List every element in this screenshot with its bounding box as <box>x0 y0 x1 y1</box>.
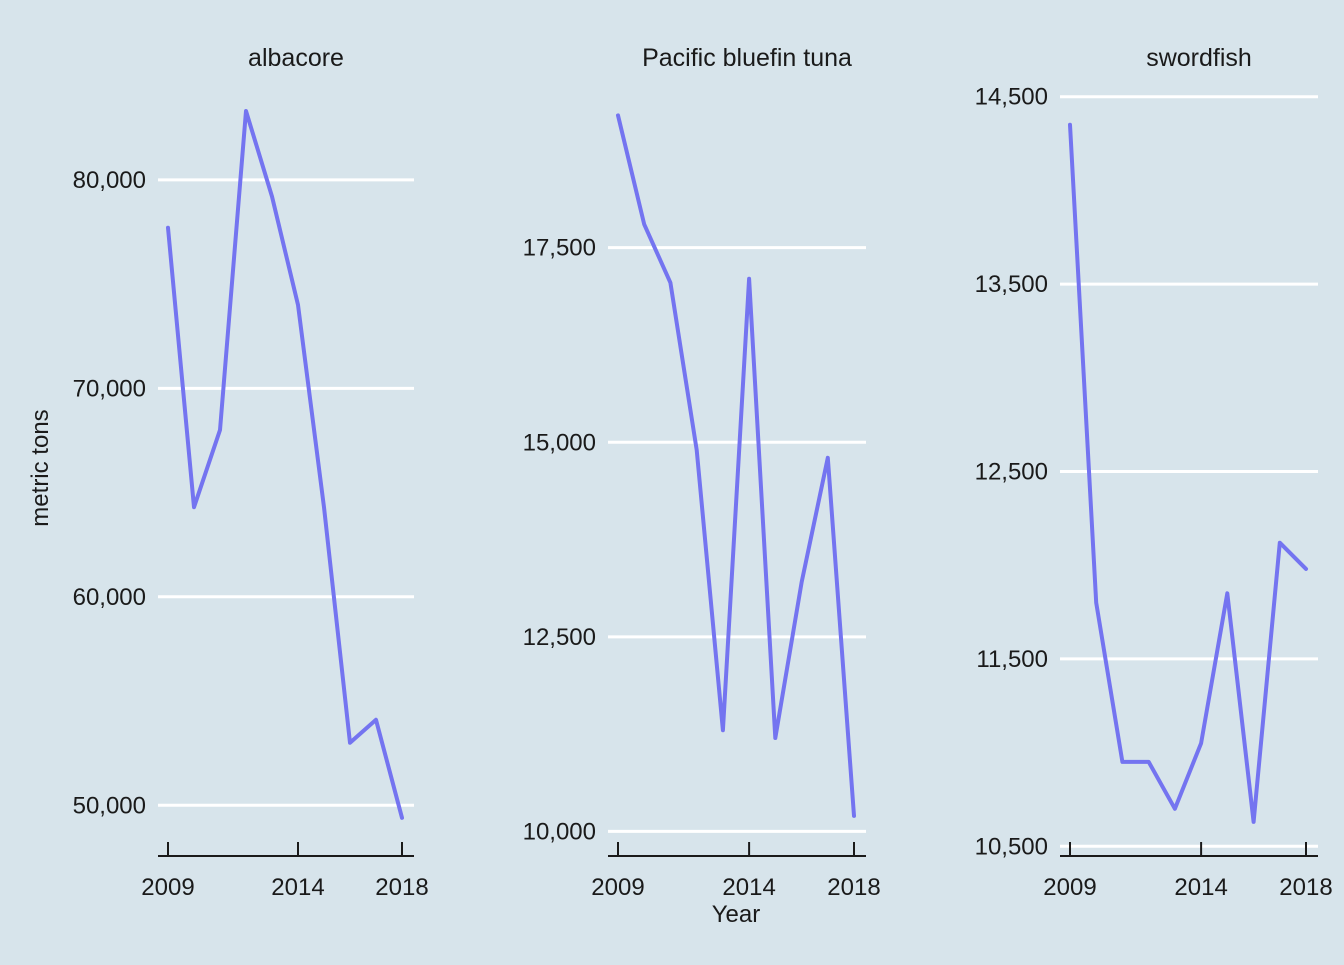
panel-title-2: Pacific bluefin tuna <box>642 44 852 72</box>
x-tick-label: 2014 <box>1174 874 1227 901</box>
x-tick-label: 2018 <box>375 874 428 901</box>
series-line-3 <box>1070 125 1306 822</box>
series-line-2 <box>618 115 854 816</box>
x-tick-label: 2014 <box>722 874 775 901</box>
y-tick-label: 60,000 <box>73 584 146 611</box>
y-tick-label: 70,000 <box>73 375 146 402</box>
y-tick-label: 10,500 <box>975 833 1048 860</box>
y-tick-label: 50,000 <box>73 792 146 819</box>
panel-title-1: albacore <box>248 44 344 72</box>
series-line-1 <box>168 111 402 818</box>
panel-title-3: swordfish <box>1146 44 1252 72</box>
y-tick-label: 12,500 <box>975 458 1048 485</box>
y-tick-label: 17,500 <box>523 235 596 262</box>
y-tick-label: 12,500 <box>523 624 596 651</box>
x-tick-label: 2009 <box>1043 874 1096 901</box>
y-tick-label: 15,000 <box>523 429 596 456</box>
y-tick-label: 11,500 <box>976 646 1048 673</box>
x-tick-label: 2018 <box>827 874 880 901</box>
x-axis-title: Year <box>712 901 761 928</box>
y-tick-label: 80,000 <box>73 167 146 194</box>
x-tick-label: 2009 <box>591 874 644 901</box>
y-axis-title: metric tons <box>27 409 54 526</box>
x-tick-label: 2009 <box>141 874 194 901</box>
y-tick-label: 10,000 <box>523 818 596 845</box>
x-tick-label: 2014 <box>271 874 324 901</box>
y-tick-label: 13,500 <box>975 271 1048 298</box>
x-tick-label: 2018 <box>1279 874 1332 901</box>
y-tick-label: 14,500 <box>975 84 1048 111</box>
